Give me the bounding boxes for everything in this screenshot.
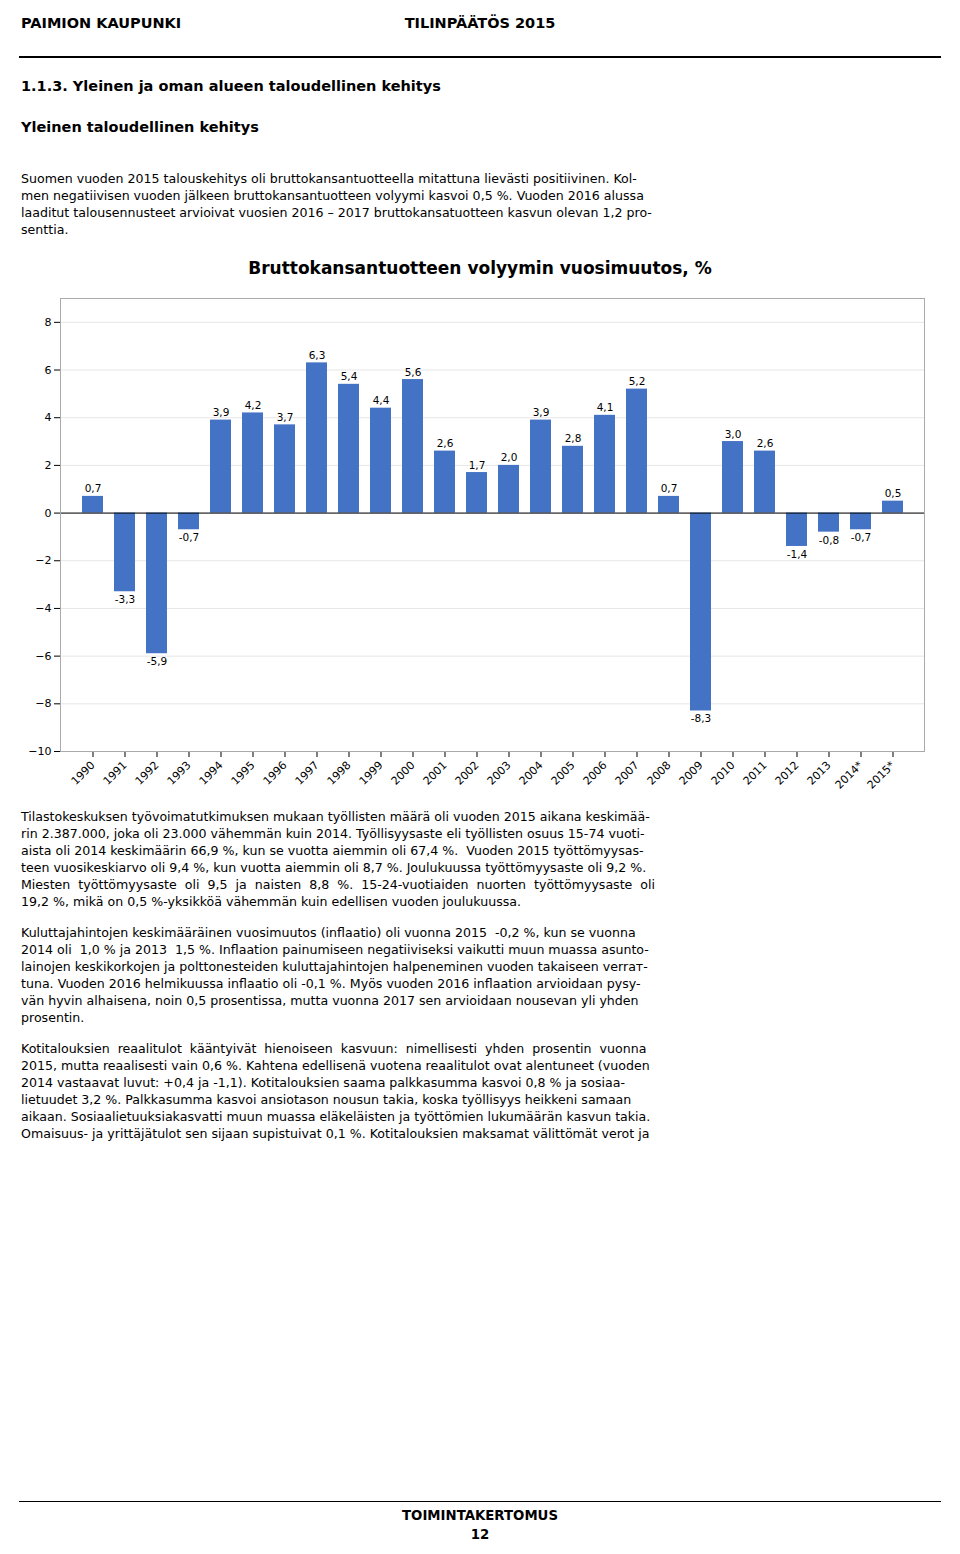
svg-text:5,4: 5,4	[341, 370, 358, 382]
svg-text:-1,4: -1,4	[787, 548, 808, 560]
svg-text:−8: −8	[35, 697, 51, 710]
svg-text:1991: 1991	[101, 759, 130, 788]
svg-text:4,1: 4,1	[597, 401, 614, 413]
svg-text:2012: 2012	[773, 759, 802, 788]
svg-text:1993: 1993	[165, 759, 194, 788]
svg-text:-0,7: -0,7	[179, 531, 200, 543]
html-text:1.1.3. Yleinen ja oman alueen: 1.1.3. Yleinen ja oman alueen taloudelli…	[21, 78, 441, 94]
html-text:lainojen keskikorkojen ja polt: lainojen keskikorkojen ja polttonesteide…	[21, 959, 648, 974]
svg-text:-0,7: -0,7	[851, 531, 872, 543]
svg-text:2004: 2004	[517, 759, 546, 788]
html-text:Suomen vuoden 2015 talouskehit: Suomen vuoden 2015 talouskehitys oli bru…	[21, 171, 637, 186]
html-text:tuna. Vuoden 2016 helmikuussa: tuna. Vuoden 2016 helmikuussa inflaatio …	[21, 976, 641, 991]
html-text:12: 12	[470, 1527, 490, 1542]
html-text:lietuudet 3,2 %. Palkkasumma k: lietuudet 3,2 %. Palkkasumma kasvoi ansi…	[21, 1092, 632, 1107]
svg-text:2,8: 2,8	[565, 432, 582, 444]
html-text:men negatiivisen vuoden jälkee: men negatiivisen vuoden jälkeen bruttoka…	[21, 188, 644, 203]
svg-text:4: 4	[45, 411, 52, 424]
svg-text:2001: 2001	[421, 759, 450, 788]
svg-text:0,5: 0,5	[885, 487, 902, 499]
html-text:Miesten työttömyysaste oli 9,5: Miesten työttömyysaste oli 9,5 ja naiste…	[21, 877, 656, 892]
svg-text:2003: 2003	[485, 759, 514, 788]
html-text:Bruttokansantuotteen volyymin: Bruttokansantuotteen volyymin vuosimuuto…	[248, 258, 712, 278]
html-text:PAIMION KAUPUNKI: PAIMION KAUPUNKI	[21, 15, 182, 31]
svg-text:-0,8: -0,8	[819, 534, 840, 546]
svg-text:2002: 2002	[453, 759, 482, 788]
html-text:TOIMINTAKERTOMUS: TOIMINTAKERTOMUS	[402, 1508, 558, 1523]
svg-text:−2: −2	[35, 554, 51, 567]
svg-text:2,6: 2,6	[757, 437, 774, 449]
svg-text:1995: 1995	[229, 759, 258, 788]
svg-text:1997: 1997	[293, 759, 322, 788]
svg-text:3,9: 3,9	[213, 406, 230, 418]
svg-text:2007: 2007	[613, 759, 642, 788]
svg-text:2,0: 2,0	[501, 451, 518, 463]
html-text:Yleinen taloudellinen kehitys: Yleinen taloudellinen kehitys	[21, 119, 259, 135]
html-text:19,2 %, mikä on 0,5 %-yksikköä: 19,2 %, mikä on 0,5 %-yksikköä vähemmän …	[21, 894, 521, 909]
html-text:2015, mutta reaalisesti vain 0: 2015, mutta reaalisesti vain 0,6 %. Kaht…	[21, 1058, 650, 1073]
html-text:aikaan. Sosiaalietuuksiakasvat: aikaan. Sosiaalietuuksiakasvatti muun mu…	[21, 1109, 651, 1124]
svg-text:2000: 2000	[389, 759, 418, 788]
html-text:Kotitalouksien reaalitulot kää: Kotitalouksien reaalitulot kääntyivät hi…	[21, 1041, 647, 1056]
html-text:TILINPÄÄTÖS 2015: TILINPÄÄTÖS 2015	[404, 15, 556, 31]
svg-text:4,2: 4,2	[245, 399, 262, 411]
svg-text:0: 0	[45, 507, 52, 520]
html-text:laaditut talousennusteet arvio: laaditut talousennusteet arvioivat vuosi…	[21, 205, 652, 220]
html-text:aista oli 2014 keskimäärin 66,: aista oli 2014 keskimäärin 66,9 %, kun s…	[21, 843, 644, 858]
svg-text:-3,3: -3,3	[115, 593, 136, 605]
svg-text:2011: 2011	[741, 759, 770, 788]
html-text:2014 oli 1,0 % ja 2013 1,5 %.: 2014 oli 1,0 % ja 2013 1,5 %. Inflaation…	[21, 942, 649, 957]
svg-text:6: 6	[45, 364, 52, 377]
html-text:rin 2.387.000, joka oli 23.000: rin 2.387.000, joka oli 23.000 vähemmän …	[21, 826, 645, 841]
svg-text:2006: 2006	[581, 759, 610, 788]
svg-text:3,9: 3,9	[533, 406, 550, 418]
svg-text:1996: 1996	[261, 759, 290, 788]
svg-text:0,7: 0,7	[85, 482, 102, 494]
svg-text:5,6: 5,6	[405, 366, 422, 378]
svg-text:−4: −4	[35, 602, 51, 615]
html-text:Tilastokeskuksen työvoimatutki: Tilastokeskuksen työvoimatutkimuksen muk…	[21, 809, 650, 824]
svg-text:2013: 2013	[805, 759, 834, 788]
svg-text:−6: −6	[35, 650, 51, 663]
svg-text:1990: 1990	[69, 759, 98, 788]
svg-text:5,2: 5,2	[629, 375, 646, 387]
svg-text:1992: 1992	[133, 759, 162, 788]
html-text:vän hyvin alhaisena, noin 0,5: vän hyvin alhaisena, noin 0,5 prosentiss…	[21, 993, 639, 1008]
svg-text:1998: 1998	[325, 759, 354, 788]
svg-text:2005: 2005	[549, 759, 578, 788]
svg-text:-5,9: -5,9	[147, 655, 168, 667]
svg-text:2: 2	[45, 459, 52, 472]
html-text:senttia.: senttia.	[21, 222, 69, 237]
svg-text:2009: 2009	[677, 759, 706, 788]
svg-text:4,4: 4,4	[373, 394, 390, 406]
html-text:Kuluttajahintojen keskimääräin: Kuluttajahintojen keskimääräinen vuosimu…	[21, 925, 636, 940]
svg-text:2014*: 2014*	[833, 758, 866, 791]
svg-text:3,7: 3,7	[277, 411, 294, 423]
svg-text:2008: 2008	[645, 759, 674, 788]
svg-text:1999: 1999	[357, 759, 386, 788]
html-text:prosentin.: prosentin.	[21, 1010, 85, 1025]
svg-text:0,7: 0,7	[661, 482, 678, 494]
html-text:teen vuosikeskiarvo oli 9,4 %,: teen vuosikeskiarvo oli 9,4 %, kun vuott…	[21, 860, 647, 875]
html-text:Omaisuus- ja yrittäjätulot sen: Omaisuus- ja yrittäjätulot sen sijaan su…	[21, 1126, 650, 1141]
svg-text:1,7: 1,7	[469, 459, 486, 471]
svg-text:1994: 1994	[197, 759, 226, 788]
svg-text:8: 8	[45, 316, 52, 329]
svg-text:3,0: 3,0	[725, 428, 742, 440]
svg-text:-8,3: -8,3	[691, 712, 712, 724]
svg-text:2,6: 2,6	[437, 437, 454, 449]
svg-text:−10: −10	[28, 745, 51, 758]
svg-text:2010: 2010	[709, 759, 738, 788]
html-text:2014 vastaavat luvut: +0,4 ja: 2014 vastaavat luvut: +0,4 ja -1,1). Kot…	[21, 1075, 625, 1090]
svg-text:6,3: 6,3	[309, 349, 326, 361]
svg-text:2015*: 2015*	[865, 758, 898, 791]
